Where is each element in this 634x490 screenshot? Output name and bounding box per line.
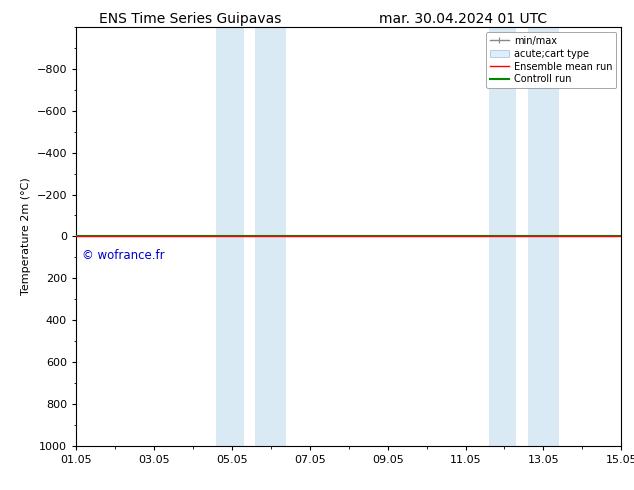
Bar: [528, 27, 559, 446]
Text: ENS Time Series Guipavas: ENS Time Series Guipavas: [99, 12, 281, 26]
Legend: min/max, acute;cart type, Ensemble mean run, Controll run: min/max, acute;cart type, Ensemble mean …: [486, 32, 616, 88]
Y-axis label: Temperature 2m (°C): Temperature 2m (°C): [21, 177, 31, 295]
Text: mar. 30.04.2024 01 UTC: mar. 30.04.2024 01 UTC: [378, 12, 547, 26]
Bar: [489, 27, 516, 446]
Bar: [216, 27, 243, 446]
Bar: [256, 27, 287, 446]
Text: © wofrance.fr: © wofrance.fr: [82, 249, 165, 262]
